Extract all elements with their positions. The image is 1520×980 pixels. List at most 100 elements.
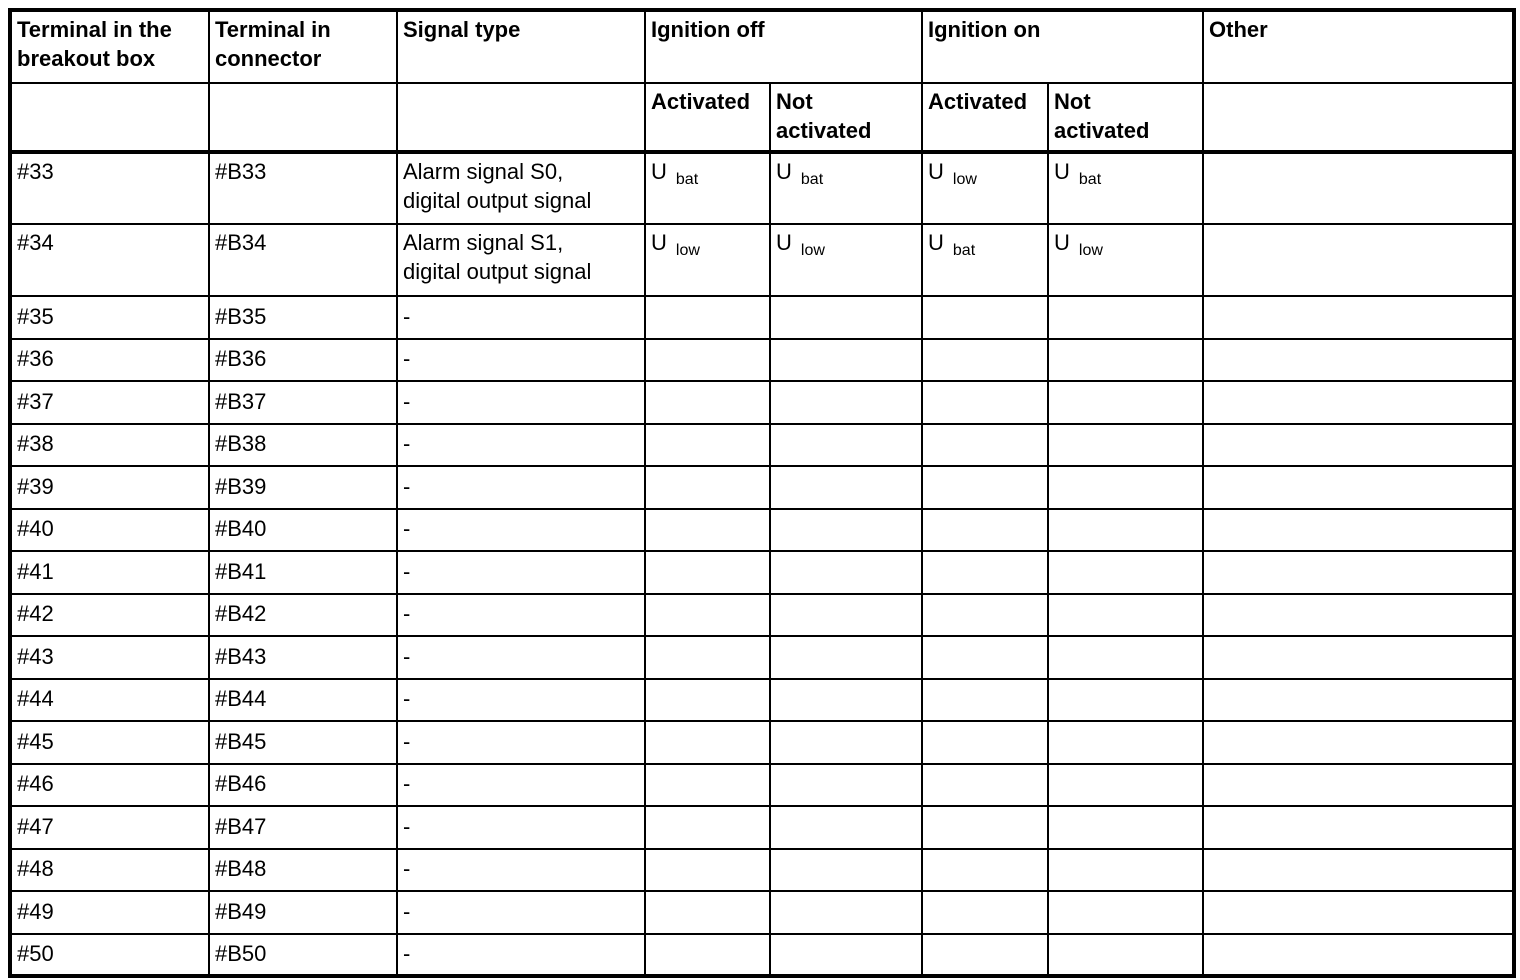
- cell-ign_on_not: [1047, 592, 1204, 637]
- cell-ign_off_act: [644, 592, 771, 637]
- cell-connector: #B46: [208, 762, 398, 807]
- cell-connector: #B37: [208, 380, 398, 425]
- cell-ign_off_not: [769, 380, 923, 425]
- table-row: #47 #B47-: [9, 805, 1515, 850]
- cell-signal: -: [396, 380, 646, 425]
- cell-other: [1202, 720, 1515, 765]
- cell-signal: -: [396, 890, 646, 935]
- table-row: #35 #B35-: [9, 295, 1515, 340]
- cell-breakout: #36: [9, 337, 210, 382]
- voltage-symbol: U: [1054, 230, 1070, 255]
- voltage-symbol: U: [651, 159, 667, 184]
- cell-other: [1202, 465, 1515, 510]
- cell-ign_on_not: [1047, 635, 1204, 680]
- table-row: #48 #B48-: [9, 847, 1515, 892]
- voltage-subscript: bat: [675, 171, 699, 188]
- cell-ign_on_act: [921, 380, 1049, 425]
- cell-ign_on_act: [921, 337, 1049, 382]
- cell-ign_on_act: [921, 847, 1049, 892]
- cell-breakout: #45: [9, 720, 210, 765]
- cell-other: [1202, 805, 1515, 850]
- cell-ign_on_not: [1047, 890, 1204, 935]
- cell-ign_on_not: [1047, 337, 1204, 382]
- cell-signal: Alarm signal S1, digital output signal: [396, 223, 646, 297]
- cell-ign_on_act: [921, 677, 1049, 722]
- cell-ign_on_act: [921, 720, 1049, 765]
- cell-ign_off_not: [769, 465, 923, 510]
- table-row: #40 #B40-: [9, 507, 1515, 552]
- col-header-terminal-breakout: Terminal in the breakout box: [9, 9, 210, 84]
- cell-other: [1202, 890, 1515, 935]
- cell-ign_on_not: [1047, 762, 1204, 807]
- cell-ign_on_not: [1047, 380, 1204, 425]
- subheader-ignition-off-activated: Activated: [644, 82, 771, 154]
- subheader-ignition-off-not-activated: Not activated: [769, 82, 923, 154]
- voltage-subscript: low: [1078, 242, 1103, 259]
- cell-connector: #B44: [208, 677, 398, 722]
- cell-signal: Alarm signal S0, digital output signal: [396, 151, 646, 225]
- cell-ign_off_act: [644, 337, 771, 382]
- cell-other: [1202, 762, 1515, 807]
- cell-signal: -: [396, 677, 646, 722]
- cell-ign_off_not: [769, 592, 923, 637]
- cell-ign_off_act: [644, 890, 771, 935]
- cell-ign_on_not: [1047, 295, 1204, 340]
- cell-connector: #B35: [208, 295, 398, 340]
- cell-other: [1202, 932, 1515, 977]
- cell-breakout: #37: [9, 380, 210, 425]
- terminal-pinout-table: Terminal in the breakout box Terminal in…: [8, 8, 1516, 978]
- table-row: #36 #B36-: [9, 337, 1515, 382]
- cell-signal: -: [396, 592, 646, 637]
- col-header-other: Other: [1202, 9, 1515, 84]
- table-row: #49 #B49-: [9, 890, 1515, 935]
- cell-ign_on_act: [921, 805, 1049, 850]
- cell-signal: -: [396, 762, 646, 807]
- cell-signal: -: [396, 635, 646, 680]
- voltage-subscript: low: [800, 242, 825, 259]
- cell-signal: -: [396, 465, 646, 510]
- cell-other: [1202, 295, 1515, 340]
- table-row: #50 #B50-: [9, 932, 1515, 977]
- cell-ign_on_act: [921, 465, 1049, 510]
- table-row: #43 #B43-: [9, 635, 1515, 680]
- cell-ign_off_not: [769, 847, 923, 892]
- cell-ign_off_act: [644, 762, 771, 807]
- cell-breakout: #46: [9, 762, 210, 807]
- cell-ign_off_act: [644, 380, 771, 425]
- voltage-symbol: U: [776, 159, 792, 184]
- cell-connector: #B34: [208, 223, 398, 297]
- cell-connector: #B45: [208, 720, 398, 765]
- cell-other: [1202, 677, 1515, 722]
- cell-breakout: #47: [9, 805, 210, 850]
- cell-other: [1202, 151, 1515, 225]
- cell-connector: #B36: [208, 337, 398, 382]
- cell-ign_on_not: [1047, 507, 1204, 552]
- cell-ign_off_act: [644, 932, 771, 977]
- cell-ign_on_not: [1047, 720, 1204, 765]
- subheader-ignition-on-not-activated: Not activated: [1047, 82, 1204, 154]
- table-row: #41 #B41-: [9, 550, 1515, 595]
- cell-ign_on_act: [921, 890, 1049, 935]
- cell-ign_off_not: [769, 932, 923, 977]
- cell-connector: #B43: [208, 635, 398, 680]
- cell-ign_off_not: [769, 635, 923, 680]
- voltage-subscript: bat: [952, 242, 976, 259]
- voltage-subscript: bat: [1078, 171, 1102, 188]
- cell-ign_off_not: [769, 890, 923, 935]
- cell-ign_off_not: [769, 337, 923, 382]
- subheader-empty: [396, 82, 646, 154]
- cell-ign_on_not: [1047, 422, 1204, 467]
- cell-ign_off_act: [644, 720, 771, 765]
- table-row: #46 #B46-: [9, 762, 1515, 807]
- cell-ign_on_act: [921, 507, 1049, 552]
- cell-breakout: #49: [9, 890, 210, 935]
- cell-signal: -: [396, 720, 646, 765]
- cell-connector: #B48: [208, 847, 398, 892]
- cell-connector: #B42: [208, 592, 398, 637]
- cell-ign_on_not: [1047, 677, 1204, 722]
